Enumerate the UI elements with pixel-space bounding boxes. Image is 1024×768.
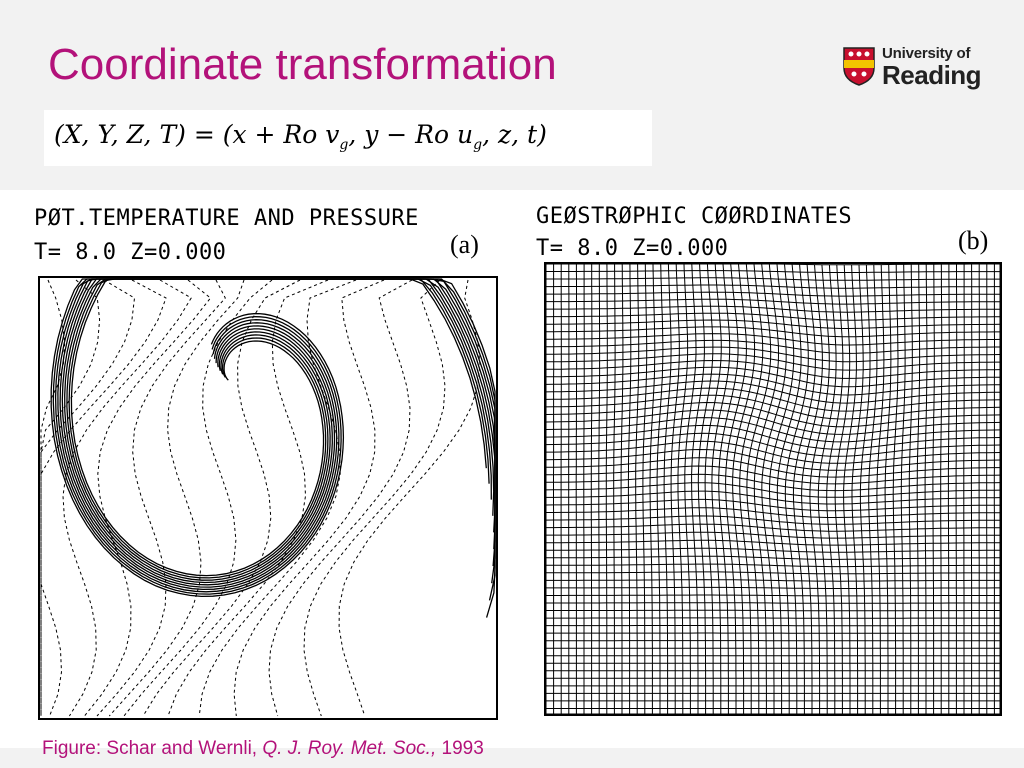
formula-part-2: , y − Ro u xyxy=(348,120,474,149)
caption-journal: Q. J. Roy. Met. Soc., xyxy=(262,738,437,759)
caption-prefix: Figure: Schar and Wernli, xyxy=(42,738,263,759)
transformation-formula: (X, Y, Z, T) = (x + Ro vg, y − Ro ug, z,… xyxy=(54,120,547,153)
pressure-contour xyxy=(167,279,329,717)
grid-line-vertical xyxy=(947,264,950,714)
temperature-contour xyxy=(50,278,496,618)
figure-b-label-2: T= 8.0 Z=0.000 xyxy=(536,236,729,261)
contour-plot xyxy=(38,276,498,720)
pressure-contour xyxy=(62,279,192,717)
grid-line-vertical xyxy=(940,264,943,714)
figure-b-tag: (b) xyxy=(958,226,989,255)
logo-line-1: University of xyxy=(882,45,971,62)
crest-icon xyxy=(843,47,875,86)
grid-plot xyxy=(544,262,1002,716)
grid-line-horizontal xyxy=(546,609,1000,612)
pressure-contour xyxy=(108,279,245,717)
figure-a-label-1: PØT.TEMPERATURE AND PRESSURE xyxy=(34,206,419,231)
grid-line-horizontal xyxy=(546,594,1000,597)
pressure-contour xyxy=(96,279,226,717)
pressure-contour xyxy=(338,279,481,717)
formula-sub-2: g xyxy=(473,137,483,153)
pressure-contour xyxy=(198,279,357,717)
figure-caption: Figure: Schar and Wernli, Q. J. Roy. Met… xyxy=(42,738,484,760)
figure-a-label-2: T= 8.0 Z=0.000 xyxy=(34,240,227,265)
figure-a-tag: (a) xyxy=(450,230,479,259)
formula-part-1: (X, Y, Z, T) = (x + Ro v xyxy=(54,120,340,149)
pressure-contour xyxy=(233,279,385,717)
pressure-contour xyxy=(84,279,212,717)
pressure-contour xyxy=(40,279,136,716)
grid-line-vertical xyxy=(932,264,935,714)
grid-line-horizontal xyxy=(546,602,1000,604)
pressure-contour xyxy=(268,279,413,717)
formula-part-3: , z, t) xyxy=(482,120,547,149)
footer-band xyxy=(0,748,1024,768)
grid-line-vertical xyxy=(955,264,958,714)
figure-b-panel: GEØSTRØPHIC CØØRDINATES T= 8.0 Z=0.000 (… xyxy=(530,200,1008,720)
formula-box: (X, Y, Z, T) = (x + Ro vg, y − Ro ug, z,… xyxy=(44,110,652,166)
pressure-contour xyxy=(142,279,301,717)
pressure-contour xyxy=(303,279,446,717)
slide-title: Coordinate transformation xyxy=(48,40,557,89)
logo-line-2: Reading xyxy=(882,60,982,90)
caption-year: 1993 xyxy=(436,738,484,759)
formula-sub-1: g xyxy=(339,137,349,153)
pressure-contour xyxy=(40,279,167,717)
university-logo: University of Reading xyxy=(842,44,982,92)
figure-b-label-1: GEØSTRØPHIC CØØRDINATES xyxy=(536,204,853,229)
figure-a-panel: PØT.TEMPERATURE AND PRESSURE T= 8.0 Z=0.… xyxy=(30,200,502,725)
